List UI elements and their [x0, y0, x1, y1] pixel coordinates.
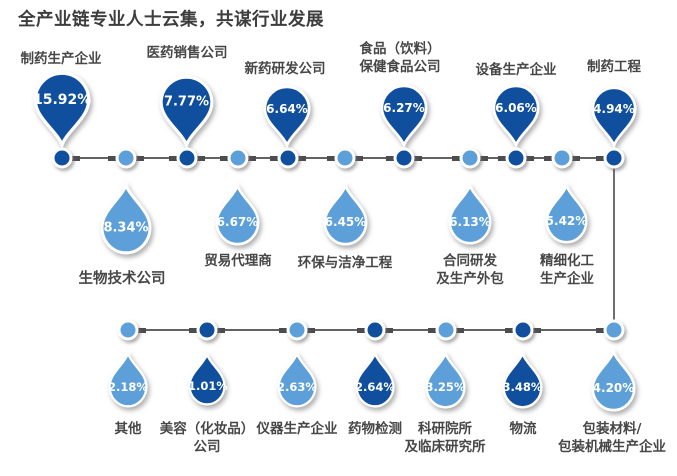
connector-line: [455, 327, 514, 333]
connector-line: [354, 155, 395, 161]
timeline-dot: [459, 147, 481, 169]
connector-line: [135, 155, 178, 161]
value-label: 4.20%: [592, 381, 635, 396]
label-new-drug-rd-company: 新药研发公司: [244, 61, 326, 77]
connector-line: [571, 155, 605, 161]
pin-equipment-manufacturer: 6.06%: [492, 84, 540, 147]
timeline-dot: [334, 147, 356, 169]
value-label: 6.27%: [383, 100, 425, 115]
connector-line: [196, 155, 229, 161]
connector-line: [413, 155, 461, 161]
connector-line: [479, 155, 507, 161]
timeline-dot: [512, 319, 534, 341]
pin-pharma-manufacturer: 15.92%: [33, 71, 91, 147]
value-label: 5.42%: [545, 214, 588, 229]
pin-new-drug-rd-company: 6.64%: [263, 85, 311, 147]
drop-packaging-manufacturer: 4.20%: [591, 350, 636, 412]
label-research-institutes: 科研院所 及临床研究所: [404, 421, 486, 455]
drop-research-institutes: 3.25%: [425, 352, 466, 409]
label-instrument-manufacturer: 仪器生产企业: [256, 421, 338, 437]
drop-contract-rd-outsourcing: 6.13%: [448, 184, 492, 245]
value-label: 6.45%: [324, 215, 367, 230]
label-pharma-manufacturer: 制药生产企业: [20, 51, 102, 67]
value-label: 2.64%: [355, 379, 395, 394]
connector-line: [306, 327, 366, 333]
value-label: 7.77%: [163, 94, 210, 110]
connector-line: [71, 155, 117, 161]
pin-food-beverage-health-company: 6.27%: [380, 84, 428, 147]
pin-pharma-sales-company: 7.77%: [159, 75, 214, 147]
timeline-dot: [505, 147, 527, 169]
chart-title: 全产业链专业人士云集，共谋行业发展: [18, 10, 324, 30]
value-label: 6.67%: [216, 215, 259, 230]
label-fine-chemical-manufacturer: 精细化工 生产企业: [540, 253, 594, 287]
value-label: 2.63%: [277, 379, 317, 394]
connector-line: [297, 155, 336, 161]
label-pharma-engineering: 制药工程: [587, 59, 641, 75]
timeline-dot: [277, 147, 299, 169]
label-contract-rd-outsourcing: 合同研发 及生产外包: [436, 253, 504, 287]
value-label: 1.01%: [188, 378, 228, 393]
timeline-dot: [551, 147, 573, 169]
drop-trade-agent: 6.67%: [215, 184, 260, 246]
drop-others: 2.18%: [108, 352, 148, 408]
value-label: 15.92%: [33, 91, 92, 108]
connector-line: [247, 155, 279, 161]
label-food-beverage-health-company: 食品（饮料） 保健食品公司: [359, 41, 441, 75]
connector-line: [384, 327, 437, 333]
value-label: 4.94%: [593, 102, 635, 117]
timeline-dot: [435, 319, 457, 341]
value-label: 3.25%: [425, 380, 466, 395]
timeline-dot: [176, 147, 198, 169]
label-biotech-company: 生物技术公司: [78, 271, 166, 287]
value-label: 6.13%: [449, 214, 491, 229]
timeline-dot: [196, 319, 218, 341]
connector-line: [532, 327, 605, 333]
value-label: 2.18%: [108, 379, 148, 394]
connector-line-vertical: [613, 168, 615, 320]
label-packaging-manufacturer: 包装材料/ 包装机械生产企业: [558, 421, 666, 455]
timeline-dot: [603, 147, 625, 169]
label-pharma-sales-company: 医药销售公司: [146, 45, 228, 61]
connector-line: [216, 327, 288, 333]
value-label: 6.64%: [266, 101, 308, 116]
drop-cosmetics-company: 1.01%: [188, 353, 228, 406]
label-drug-testing: 药物检测: [348, 421, 402, 437]
timeline-dot: [603, 319, 625, 341]
timeline-dot: [117, 319, 139, 341]
timeline-dot: [227, 147, 249, 169]
value-label: 8.34%: [103, 220, 149, 236]
drop-env-cleanroom-engineering: 6.45%: [323, 184, 368, 246]
pin-pharma-engineering: 4.94%: [591, 86, 637, 147]
label-cosmetics-company: 美容（化妆品） 公司: [159, 421, 255, 455]
timeline-dot: [51, 147, 73, 169]
timeline-dot: [364, 319, 386, 341]
label-others: 其他: [114, 421, 142, 437]
drop-logistics: 3.48%: [502, 352, 543, 409]
drop-fine-chemical-manufacturer: 5.42%: [545, 184, 588, 244]
timeline-dot: [115, 147, 137, 169]
timeline-dot: [393, 147, 415, 169]
connector-line: [137, 327, 198, 333]
value-label: 6.06%: [495, 100, 537, 115]
drop-biotech-company: 8.34%: [100, 183, 152, 255]
connector-line: [525, 155, 553, 161]
value-label: 3.48%: [502, 380, 543, 395]
label-trade-agent: 贸易代理商: [204, 253, 272, 269]
timeline-dot: [286, 319, 308, 341]
drop-instrument-manufacturer: 2.63%: [277, 352, 317, 408]
label-equipment-manufacturer: 设备生产企业: [475, 62, 557, 78]
label-env-cleanroom-engineering: 环保与洁净工程: [297, 255, 393, 271]
label-logistics: 物流: [509, 421, 537, 437]
drop-drug-testing: 2.64%: [355, 352, 395, 408]
